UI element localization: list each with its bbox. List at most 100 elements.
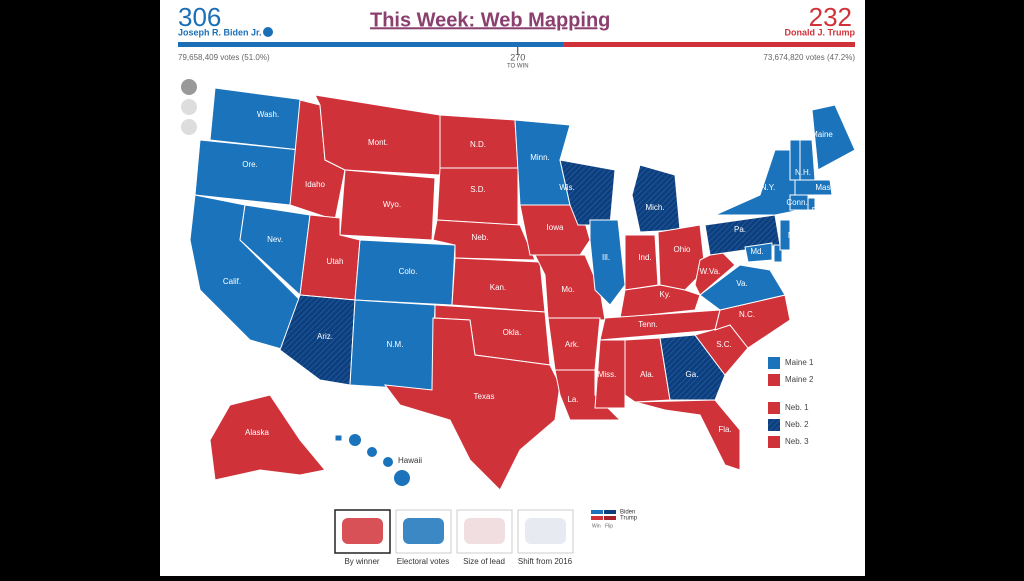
- key-swatch: [591, 516, 603, 520]
- tab-map: [525, 518, 566, 544]
- state-shape: [624, 234, 659, 291]
- trump-ev: 232: [809, 2, 852, 32]
- state-label: Kan.: [490, 283, 506, 292]
- key-swatch: [604, 516, 616, 520]
- state-shape: [279, 294, 356, 386]
- state-label: Md.: [750, 247, 763, 256]
- district-swatch: [768, 419, 780, 431]
- state-label: Miss.: [598, 370, 617, 379]
- state-label: N.J.: [788, 231, 802, 240]
- state-label: Mich.: [645, 203, 664, 212]
- state-label: Calif.: [223, 277, 241, 286]
- trump-name: Donald J. Trump: [784, 27, 855, 37]
- threshold-caption: TO WIN: [507, 64, 529, 70]
- state-shape: [624, 337, 671, 403]
- state-shape: [383, 457, 393, 467]
- state-shape: [394, 470, 410, 486]
- state-shape: [794, 179, 833, 196]
- state-label: Texas: [474, 392, 495, 401]
- biden-name: Joseph R. Biden Jr.: [178, 27, 262, 37]
- state-shape: [209, 394, 326, 481]
- state-label: Va.: [736, 279, 747, 288]
- district-swatch: [768, 436, 780, 448]
- state-label: Ark.: [565, 340, 579, 349]
- state-shape: [631, 164, 681, 233]
- state-shape: [436, 167, 519, 226]
- district-label: Neb. 2: [785, 420, 809, 429]
- state-shape: [657, 224, 706, 291]
- state-label: Alaska: [245, 428, 270, 437]
- zoom-out[interactable]: [181, 99, 197, 115]
- state-label: Conn.: [786, 198, 807, 207]
- state-label: Ala.: [640, 370, 654, 379]
- district-swatch: [768, 402, 780, 414]
- state-label: N.M.: [387, 340, 404, 349]
- state-label: Vt.: [779, 142, 789, 151]
- tab-map: [464, 518, 505, 544]
- state-shape: [779, 219, 791, 251]
- biden-votes: 79,658,409 votes (51.0%): [178, 53, 270, 62]
- state-label: Fla.: [718, 425, 731, 434]
- tab-label[interactable]: Shift from 2016: [518, 557, 573, 566]
- tab-label[interactable]: Size of lead: [463, 557, 505, 566]
- state-label: Maine: [811, 130, 833, 139]
- state-label: Wis.: [559, 183, 575, 192]
- state-label: Ill.: [602, 253, 610, 262]
- state-label: Minn.: [530, 153, 550, 162]
- state-label: Utah: [327, 257, 344, 266]
- state-label: Wyo.: [383, 200, 401, 209]
- key-kind: Win: [592, 523, 601, 529]
- state-label: Ga.: [686, 370, 699, 379]
- state-label: Mo.: [561, 285, 574, 294]
- state-label: N.Y.: [761, 183, 776, 192]
- state-label: Mass.: [815, 183, 836, 192]
- state-shape: [807, 197, 816, 211]
- tab-label[interactable]: Electoral votes: [397, 557, 449, 566]
- district-label: Neb. 3: [785, 437, 809, 446]
- state-shape: [589, 219, 626, 306]
- zoom-in[interactable]: [181, 79, 197, 95]
- state-shape: [594, 339, 626, 409]
- state-label: Iowa: [547, 223, 564, 232]
- threshold-label: 270: [510, 52, 525, 62]
- state-label: N.D.: [470, 140, 486, 149]
- state-label: Ore.: [242, 160, 258, 169]
- tab-map: [342, 518, 383, 544]
- state-shape: [811, 104, 856, 171]
- state-label: Ky.: [660, 290, 671, 299]
- district-label: Neb. 1: [785, 403, 809, 412]
- state-label: Okla.: [503, 328, 522, 337]
- key-name: Biden: [620, 510, 635, 516]
- key-swatch: [591, 510, 603, 514]
- state-shape: [634, 399, 741, 471]
- slide-title: This Week: Web Mapping: [370, 9, 610, 31]
- state-shape: [194, 139, 301, 206]
- state-shape: [349, 434, 361, 446]
- state-label: Nev.: [267, 235, 283, 244]
- state-label: Pa.: [734, 225, 746, 234]
- state-label: Ariz.: [317, 332, 333, 341]
- district-swatch: [768, 357, 780, 369]
- biden-ev: 306: [178, 2, 221, 32]
- reset-zoom[interactable]: [181, 119, 197, 135]
- state-label: S.D.: [470, 185, 486, 194]
- tab-map: [403, 518, 444, 544]
- state-label: Mont.: [368, 138, 388, 147]
- trump-bar: [563, 42, 855, 47]
- state-label: N.C.: [739, 310, 755, 319]
- state-label: Idaho: [305, 180, 326, 189]
- state-shape: [659, 334, 726, 401]
- state-label: W.Va.: [700, 267, 721, 276]
- district-label: Maine 2: [785, 375, 814, 384]
- state-label: S.C.: [716, 340, 732, 349]
- state-shape: [744, 242, 773, 263]
- state-label: N.H.: [795, 168, 811, 177]
- state-label: La.: [567, 395, 578, 404]
- district-label: Maine 1: [785, 358, 814, 367]
- district-swatch: [768, 374, 780, 386]
- key-swatch: [604, 510, 616, 514]
- state-label: Ohio: [674, 245, 691, 254]
- tab-label[interactable]: By winner: [344, 557, 379, 566]
- state-label: Del.: [782, 253, 796, 262]
